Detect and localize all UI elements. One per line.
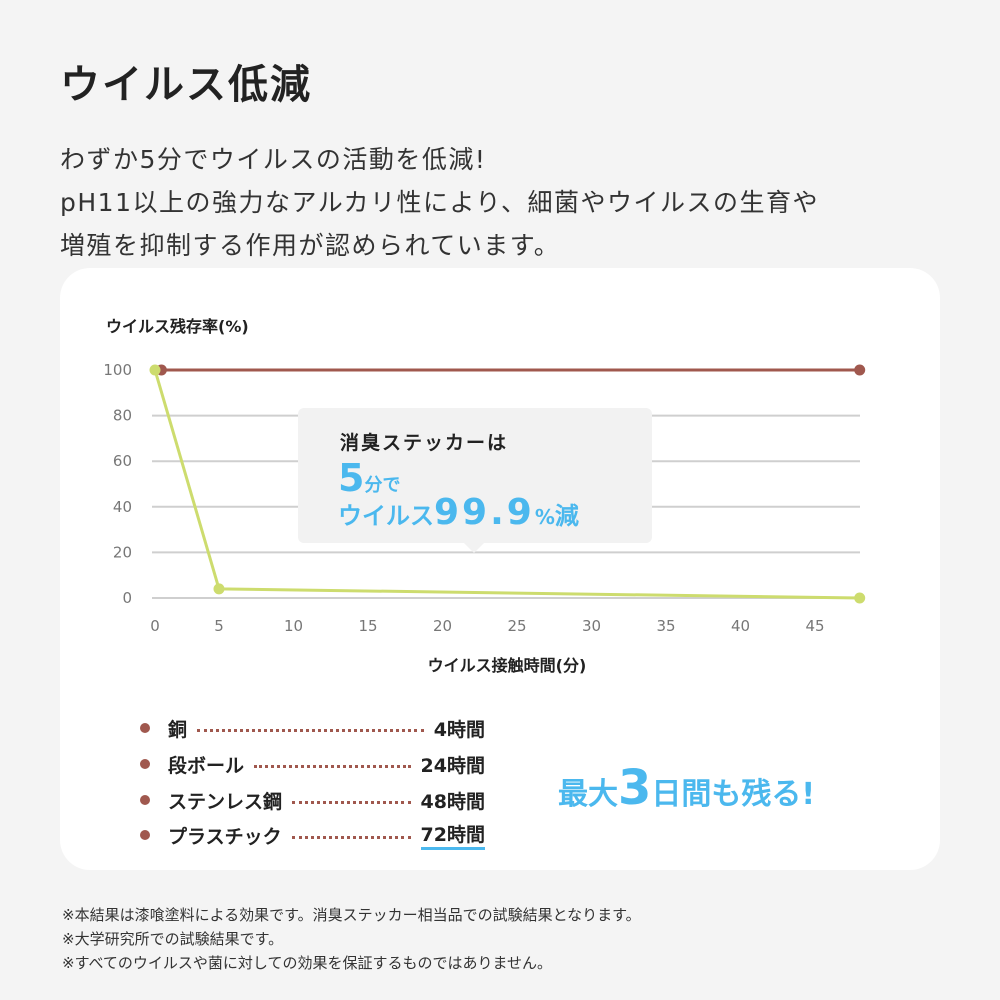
x-tick-label: 15 (358, 617, 377, 635)
emphasis-number: 3 (618, 760, 652, 816)
x-tick-label: 30 (582, 617, 601, 635)
x-tick-label: 45 (805, 617, 824, 635)
footnote: ※大学研究所での試験結果です。 (62, 930, 284, 948)
y-tick-label: 20 (113, 543, 132, 561)
material-time: 24時間 (420, 754, 485, 777)
x-axis-label: ウイルス接触時間(分) (427, 656, 587, 675)
callout-percent-sign: % (534, 505, 555, 529)
emphasis-post: 日間も残る! (651, 777, 816, 812)
callout-text: 分で (364, 475, 401, 496)
x-tick-label: 0 (150, 617, 160, 635)
bullet-icon (140, 759, 150, 769)
callout-number: 5 (338, 456, 365, 500)
chart-card (60, 268, 940, 870)
material-name: 段ボール (168, 754, 245, 777)
material-time: 4時間 (433, 718, 485, 741)
data-point (149, 364, 161, 376)
leader-dots (197, 728, 424, 732)
data-point (213, 583, 225, 595)
bullet-icon (140, 795, 150, 805)
callout-text: 減 (554, 502, 579, 530)
footnotes: ※本結果は漆喰塗料による効果です。消臭ステッカー相当品での試験結果となります。 … (62, 903, 641, 975)
y-tick-label: 60 (113, 452, 132, 470)
material-row: 段ボール 24時間 (140, 749, 485, 779)
callout-line1: 消臭ステッカーは (340, 432, 509, 454)
data-point (854, 592, 866, 604)
y-tick-label: 80 (113, 407, 132, 425)
material-time: 48時間 (420, 790, 485, 813)
x-tick-label: 20 (433, 617, 452, 635)
lead-line: 増殖を抑制する作用が認められています。 (60, 231, 561, 260)
leader-dots (254, 764, 411, 768)
page-title: ウイルス低減 (60, 62, 312, 108)
material-name: ステンレス鋼 (168, 790, 283, 813)
bullet-icon (140, 830, 150, 840)
emphasis-pre: 最大 (558, 777, 618, 812)
x-tick-label: 40 (731, 617, 750, 635)
material-time: 72時間 (420, 820, 485, 850)
material-row: プラスチック 72時間 (140, 820, 485, 850)
y-tick-label: 0 (122, 589, 132, 607)
bullet-icon (140, 723, 150, 733)
leader-dots (292, 800, 411, 804)
footnote: ※すべてのウイルスや菌に対しての効果を保証するものではありません。 (62, 954, 553, 972)
x-tick-label: 25 (507, 617, 526, 635)
callout-percent-value: 99.9 (434, 492, 535, 533)
x-tick-label: 35 (656, 617, 675, 635)
material-row: ステンレス鋼 48時間 (140, 785, 485, 815)
material-row: 銅 4時間 (140, 713, 485, 743)
y-tick-label: 40 (113, 498, 132, 516)
emphasis-text: 最大3日間も残る! (558, 760, 815, 816)
callout-text: ウイルス (338, 502, 434, 530)
material-name: 銅 (168, 718, 188, 741)
y-axis-label: ウイルス残存率(%) (106, 317, 249, 336)
data-point (854, 364, 866, 376)
x-tick-label: 5 (214, 617, 224, 635)
x-tick-label: 10 (284, 617, 303, 635)
callout-line3: ウイルス99.9%減 (338, 492, 579, 533)
leader-dots (291, 835, 411, 839)
callout-line2: 5分で (338, 456, 400, 500)
y-tick-label: 100 (103, 361, 132, 379)
material-name: プラスチック (168, 825, 282, 848)
callout-bubble: 消臭ステッカーは 5分で ウイルス99.9%減 (298, 408, 652, 553)
lead-line: わずか5分でウイルスの活動を低減! (60, 145, 487, 174)
lead-line: pH11以上の強力なアルカリ性により、細菌やウイルスの生育や (60, 188, 819, 217)
lead-text: わずか5分でウイルスの活動を低減! pH11以上の強力なアルカリ性により、細菌や… (60, 138, 819, 267)
footnote: ※本結果は漆喰塗料による効果です。消臭ステッカー相当品での試験結果となります。 (62, 906, 641, 924)
